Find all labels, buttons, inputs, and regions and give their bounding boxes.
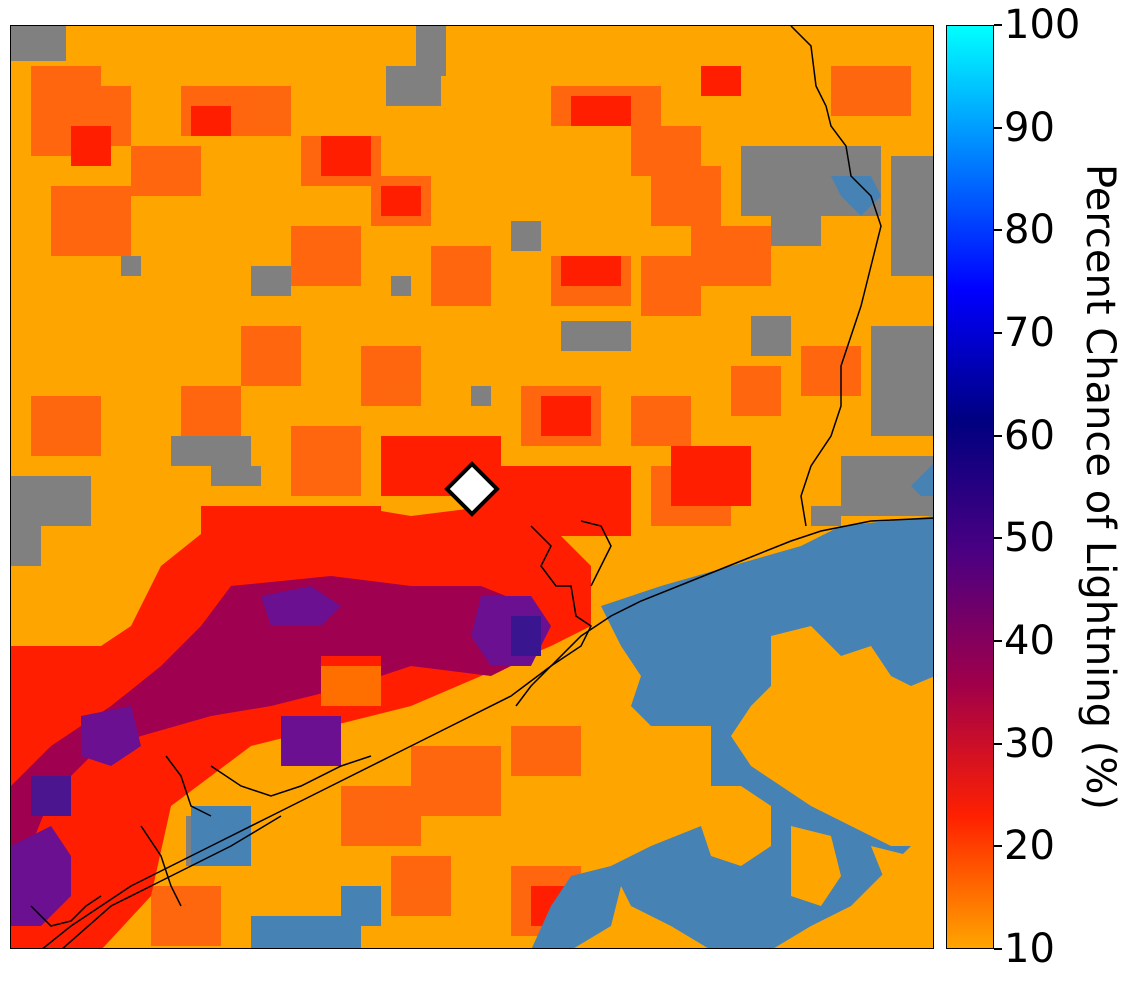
probability-patches-mid (11, 66, 751, 948)
lightning-probability-map (10, 25, 934, 949)
colorbar-tick-mark (994, 640, 1002, 642)
colorbar-tick-label: 100 (1004, 2, 1081, 48)
colorbar-tick-label: 40 (1004, 618, 1055, 664)
colorbar-tick-mark (994, 742, 1002, 745)
colorbar-tick-mark (994, 24, 1002, 26)
probability-patches-high (11, 576, 551, 926)
water-regions (191, 176, 933, 948)
colorbar (946, 25, 994, 949)
colorbar-tick-label: 60 (1004, 412, 1055, 459)
colorbar-tick-label: 50 (1004, 515, 1055, 562)
colorbar-tick-label: 70 (1004, 310, 1055, 356)
colorbar-label: Percent Chance of Lightning (%) (1077, 164, 1123, 810)
colorbar-tick-mark (994, 845, 1002, 848)
land-pockets-se (651, 626, 933, 906)
colorbar-tick-label: 30 (1004, 720, 1055, 767)
colorbar-tick-mark (994, 434, 1002, 437)
map-canvas (11, 26, 933, 948)
colorbar-tick-label: 10 (1004, 926, 1055, 972)
diamond-icon (444, 461, 500, 517)
colorbar-tick-mark (994, 948, 1002, 950)
colorbar-tick-mark (994, 126, 1002, 129)
colorbar-tick-label: 80 (1004, 207, 1055, 254)
colorbar-tick-mark (994, 332, 1002, 334)
colorbar-tick-mark (994, 537, 1002, 540)
colorbar-tick-label: 90 (1004, 104, 1055, 151)
colorbar-tick-label: 20 (1004, 823, 1055, 870)
coastline (30, 26, 933, 948)
colorbar-tick-mark (994, 229, 1002, 232)
